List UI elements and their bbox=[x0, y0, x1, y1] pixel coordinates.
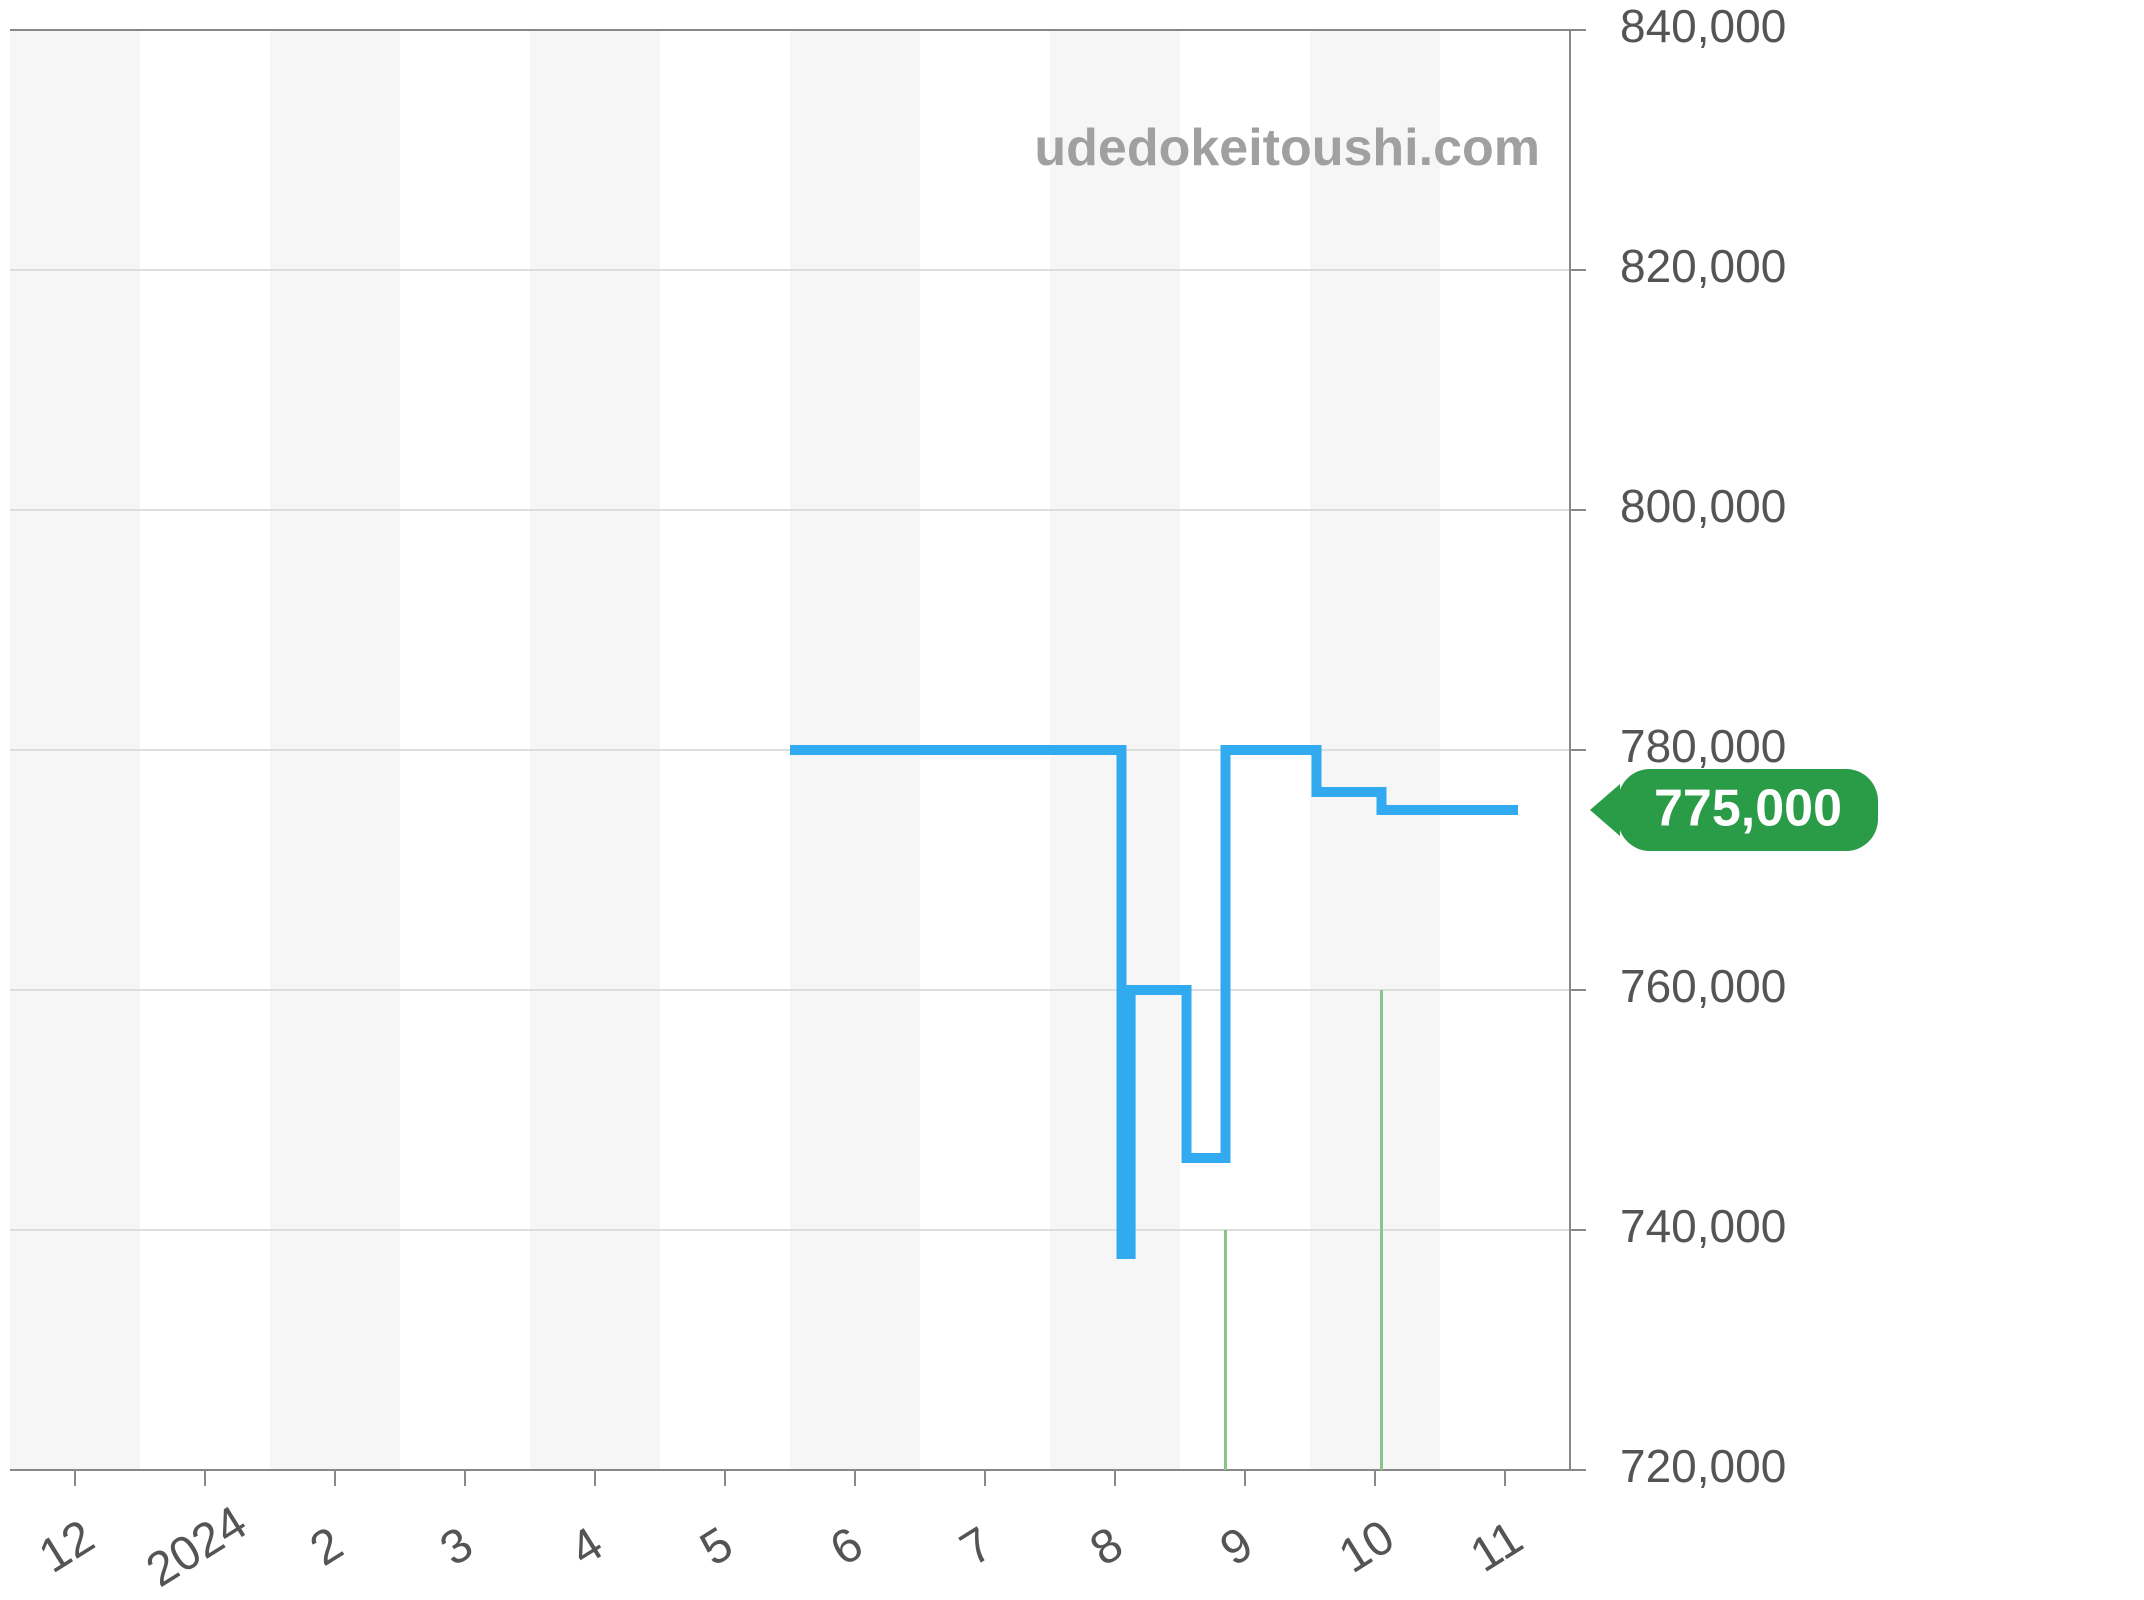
y-tick-label: 720,000 bbox=[1620, 1440, 1786, 1492]
y-tick-label: 780,000 bbox=[1620, 720, 1786, 772]
price-chart: 720,000 740,000 760,000 780,000 800,000 820,0… bbox=[0, 0, 2144, 1600]
last-value-badge: 775,000 bbox=[1654, 780, 1842, 838]
y-tick-label: 760,000 bbox=[1620, 960, 1786, 1012]
chart-svg: 720,000 740,000 760,000 780,000 800,000 820,0… bbox=[0, 0, 2144, 1600]
watermark: udedokeitoushi.com bbox=[1034, 119, 1540, 177]
y-tick-label: 800,000 bbox=[1620, 480, 1786, 532]
y-tick-label: 740,000 bbox=[1620, 1200, 1786, 1252]
y-tick-label: 840,000 bbox=[1620, 0, 1786, 52]
y-tick-label: 820,000 bbox=[1620, 240, 1786, 292]
